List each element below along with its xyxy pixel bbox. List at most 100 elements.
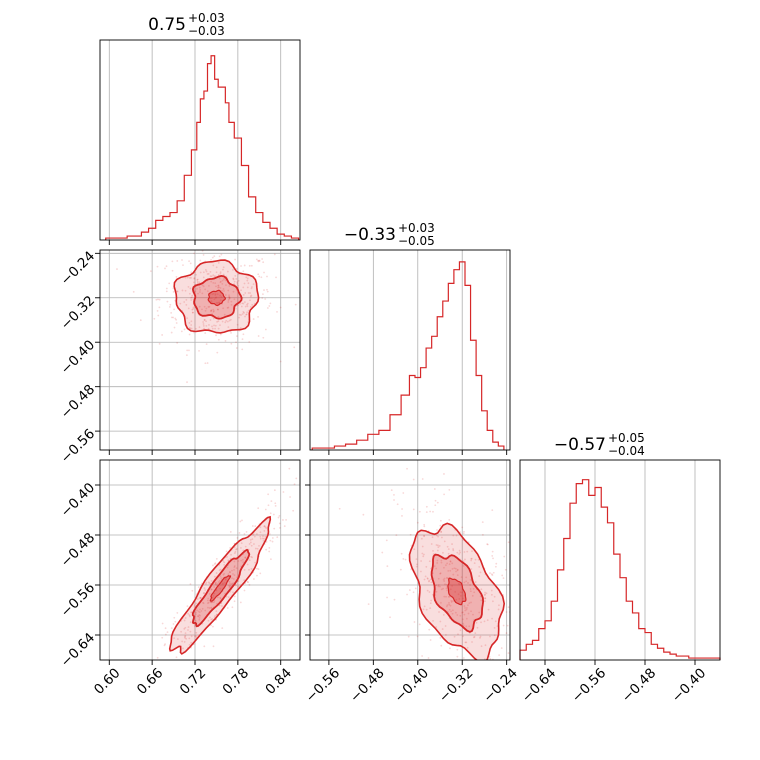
scatter-point [222,582,225,585]
scatter-point [506,624,509,627]
scatter-point [265,540,268,543]
scatter-point [441,628,444,630]
scatter-point [191,308,194,311]
scatter-point [145,670,147,672]
scatter-point [456,568,459,571]
scatter-point [236,282,239,285]
scatter-point [210,579,213,582]
scatter-point [210,309,213,312]
scatter-point [393,598,396,601]
scatter-point [222,273,225,276]
scatter-point [183,619,186,622]
scatter-point [494,620,497,623]
scatter-point [214,241,216,243]
scatter-point [233,574,236,577]
scatter-point [491,675,493,677]
scatter-point [255,567,258,570]
scatter-point [212,310,215,313]
scatter-point [186,381,188,384]
scatter-point [435,626,438,628]
scatter-point [449,588,452,591]
scatter-point [463,530,465,533]
scatter-point [233,600,236,603]
scatter-point [440,644,443,647]
scatter-point [246,279,249,282]
scatter-point [197,292,199,295]
scatter-point [442,707,444,709]
scatter-point [255,258,258,261]
scatter-point [242,270,245,273]
scatter-point [210,280,213,283]
scatter-point [447,570,450,572]
scatter-point [452,600,454,603]
scatter-point [408,589,411,591]
scatter-point [449,569,452,572]
scatter-point [204,268,207,271]
scatter-point [219,575,222,578]
scatter-point [435,544,438,546]
scatter-point [215,589,218,592]
scatter-point [451,562,454,565]
scatter-point [471,641,473,643]
scatter-point [452,549,455,552]
scatter-point [420,537,423,540]
scatter-point [202,271,205,274]
contour-layer [168,259,506,660]
scatter-point [215,266,218,269]
scatter-point [469,660,471,662]
scatter-point [221,279,224,282]
scatter-point [249,292,252,294]
scatter-point [435,567,438,570]
scatter-point [473,562,476,565]
scatter-point [402,557,405,560]
scatter-point [198,618,201,621]
scatter-point [439,685,441,687]
scatter-point [453,635,456,638]
scatter-point [442,613,445,616]
scatter-point [462,560,465,563]
scatter-point [215,301,218,304]
scatter-point [466,550,469,553]
scatter-point [263,289,265,291]
scatter-point [182,243,184,245]
scatter-point [223,572,226,575]
scatter-point [457,593,460,596]
scatter-point [246,302,249,305]
scatter-point [253,543,255,545]
scatter-point [201,607,204,610]
scatter-point [263,537,266,540]
scatter-point [412,478,415,481]
scatter-point [227,301,230,303]
scatter-point [232,268,234,271]
scatter-point [211,293,214,296]
scatter-point [478,611,481,614]
scatter-point [210,588,213,591]
scatter-point [227,299,230,302]
scatter-point [479,636,481,639]
scatter-point [201,292,204,295]
scatter-point [230,553,232,556]
scatter-point [456,655,459,658]
scatter-point [401,515,403,517]
scatter-point [250,568,253,570]
scatter-point [409,533,412,536]
scatter-point [422,608,425,611]
scatter-point [173,637,176,640]
scatter-point [261,297,264,299]
scatter-point [479,635,482,638]
scatter-point [480,671,482,673]
scatter-point [265,527,268,530]
scatter-point [465,580,468,583]
scatter-point [454,567,457,570]
scatter-point [386,596,388,599]
scatter-point [456,551,459,554]
scatter-point [230,300,233,303]
scatter-point [282,491,285,493]
scatter-point [213,575,216,578]
scatter-point [209,244,211,246]
scatter-point [208,284,210,287]
scatter-point [459,591,462,594]
scatter-point [242,286,245,289]
scatter-point [447,595,450,598]
